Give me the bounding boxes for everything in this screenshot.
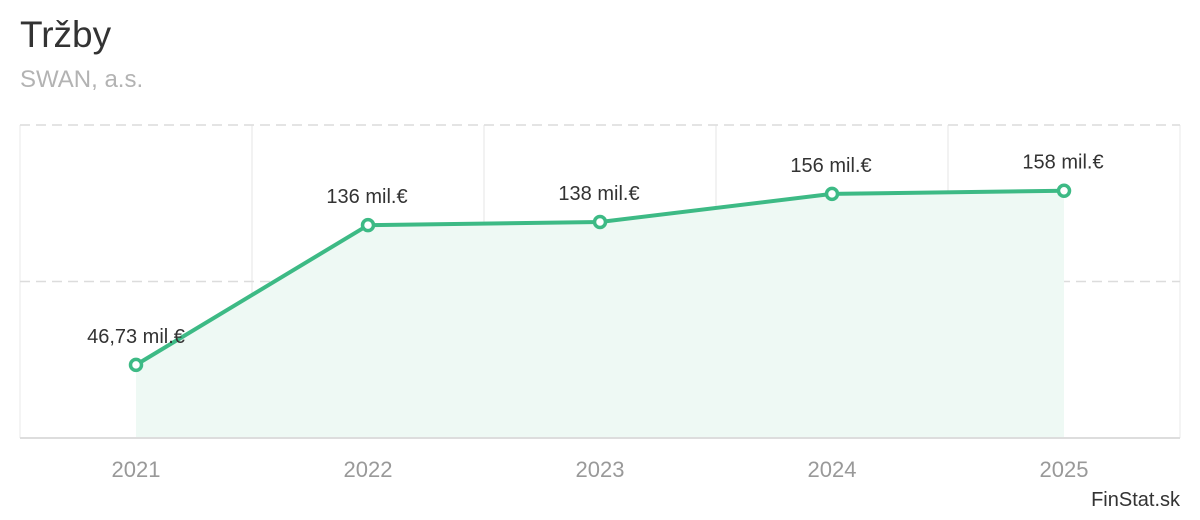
x-tick-label-2024: 2024 xyxy=(808,457,857,482)
chart-title: Tržby xyxy=(20,14,112,55)
data-label-2021: 46,73 mil.€ xyxy=(87,326,185,348)
series-area xyxy=(136,190,1064,438)
data-point-2025 xyxy=(1056,183,1072,198)
data-label-2025: 158 mil.€ xyxy=(1022,152,1103,174)
x-tick-label-2023: 2023 xyxy=(576,457,625,482)
data-point-2024 xyxy=(824,186,840,202)
data-label-2024: 156 mil.€ xyxy=(790,155,871,177)
data-label-2022: 136 mil.€ xyxy=(326,186,407,208)
x-tick-label-2025: 2025 xyxy=(1040,457,1089,482)
x-tick-label-2022: 2022 xyxy=(344,457,393,482)
data-label-2023: 138 mil.€ xyxy=(558,183,639,205)
chart-subtitle: SWAN, a.s. xyxy=(20,66,144,93)
finstat-credit-link[interactable]: FinStat.sk xyxy=(1091,489,1180,511)
data-point-2021 xyxy=(128,357,144,373)
data-point-2022 xyxy=(360,217,376,233)
x-tick-label-2021: 2021 xyxy=(112,457,161,482)
data-point-2023 xyxy=(592,214,608,230)
